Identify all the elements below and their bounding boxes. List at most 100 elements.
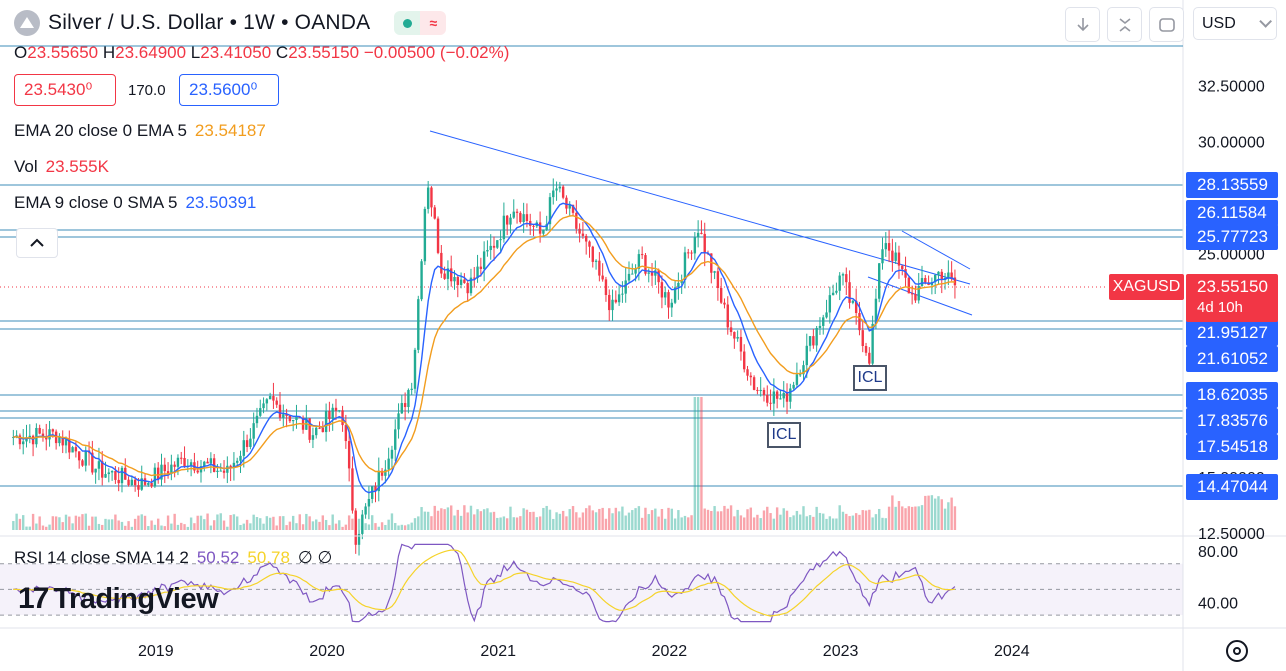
candle-body xyxy=(845,274,848,283)
candle-body xyxy=(716,271,720,289)
volume-bar xyxy=(324,519,328,530)
candle-body xyxy=(127,479,130,486)
volume-bar xyxy=(176,524,180,530)
chart-title[interactable]: Silver / U.S. Dollar • 1W • OANDA xyxy=(48,11,371,34)
candle-body xyxy=(22,441,25,445)
candle-body xyxy=(311,435,315,440)
level-label[interactable]: 14.47044 xyxy=(1186,474,1278,500)
volume-bar xyxy=(420,507,423,530)
candle-body xyxy=(779,398,782,400)
icl-annotation[interactable]: ICL xyxy=(767,422,801,448)
volume-bar xyxy=(367,524,371,530)
volume-bar xyxy=(680,517,683,530)
candle-body xyxy=(578,228,581,234)
buy-button[interactable]: 23.5600⁰ xyxy=(179,74,279,106)
candle-body xyxy=(828,295,832,313)
last-price-value: 23.55150 xyxy=(1197,277,1268,296)
volume-bar xyxy=(400,524,404,530)
candle-body xyxy=(413,349,417,389)
candle-body xyxy=(693,237,697,254)
candle-body xyxy=(739,336,743,352)
volume-bar xyxy=(756,514,759,530)
collapse-legend-button[interactable] xyxy=(16,228,58,258)
level-label[interactable]: 18.62035 xyxy=(1186,382,1278,408)
rsi-tick-label: 80.00 xyxy=(1198,544,1238,561)
candle-body xyxy=(647,272,650,274)
candle-body xyxy=(690,252,693,254)
candle-body xyxy=(798,374,802,376)
chevron-up-icon xyxy=(30,238,44,247)
candle-body xyxy=(364,506,367,515)
level-label[interactable]: 28.13559 xyxy=(1186,172,1278,198)
candle-body xyxy=(456,276,459,285)
market-open-icon xyxy=(394,11,421,35)
candle-body xyxy=(634,268,637,274)
volume-bar xyxy=(822,513,825,530)
candle-body xyxy=(285,414,288,416)
rsi-legend[interactable]: RSI 14 close SMA 14 2 50.52 50.78 ∅ ∅ xyxy=(14,548,332,568)
volume-bar xyxy=(670,508,673,530)
ema-legend[interactable]: EMA 20 close 0 EMA 5 23.54187 xyxy=(14,121,266,141)
volume-bar xyxy=(104,518,107,530)
volume-bar xyxy=(561,510,565,530)
candle-body xyxy=(84,450,87,466)
icl-annotation[interactable]: ICL xyxy=(853,365,887,391)
candle-body xyxy=(785,392,789,402)
level-label[interactable]: 17.54518 xyxy=(1186,434,1278,460)
trendline-lower xyxy=(867,276,973,316)
volume-bar xyxy=(440,508,443,530)
volume-bar xyxy=(291,515,295,530)
volume-bar xyxy=(947,502,950,530)
volume-bar xyxy=(18,518,22,530)
candle-body xyxy=(41,433,45,438)
ohlc-close-key: C xyxy=(275,43,289,62)
level-label[interactable]: 26.11584 xyxy=(1186,200,1278,226)
level-label[interactable]: 21.95127 xyxy=(1186,320,1278,346)
candle-body xyxy=(380,470,384,476)
price-tick-label: 12.50000 xyxy=(1198,526,1265,543)
collapse-button[interactable] xyxy=(1107,7,1142,42)
level-label[interactable]: 17.83576 xyxy=(1186,408,1278,434)
ema9-legend[interactable]: EMA 9 close 0 SMA 5 23.50391 xyxy=(14,193,256,213)
candle-body xyxy=(291,420,295,422)
volume-bar xyxy=(617,511,621,530)
arrow-down-icon xyxy=(1076,17,1089,31)
volume-bar xyxy=(35,523,38,530)
candle-body xyxy=(766,395,769,403)
ohlc-open-key: O xyxy=(14,43,28,62)
volume-bar xyxy=(907,506,911,530)
settings-icon[interactable] xyxy=(1226,640,1248,662)
candle-body xyxy=(255,415,259,424)
volume-bar xyxy=(894,506,897,530)
candle-body xyxy=(61,437,64,446)
volume-bar xyxy=(140,514,143,530)
silver-symbol-icon xyxy=(14,10,40,36)
market-status-pill[interactable]: ≈ xyxy=(394,11,447,35)
volume-bar xyxy=(77,516,81,530)
candle-body xyxy=(97,461,101,469)
sell-button[interactable]: 23.5430⁰ xyxy=(14,74,116,106)
candle-body xyxy=(775,391,779,399)
candle-body xyxy=(321,427,325,433)
candle-body xyxy=(288,415,292,422)
candle-body xyxy=(466,282,469,294)
candle-body xyxy=(453,276,456,282)
candle-body xyxy=(584,235,588,242)
arrow-down-button[interactable] xyxy=(1065,7,1100,42)
candle-body xyxy=(110,471,114,473)
volume-bar xyxy=(696,397,700,530)
volume-bar xyxy=(910,506,914,530)
candle-body xyxy=(436,218,440,253)
level-label[interactable]: 21.61052 xyxy=(1186,346,1278,372)
tradingview-logo[interactable]: 17 TradingView xyxy=(18,582,219,616)
screenshot-button[interactable] xyxy=(1149,7,1184,42)
candle-body xyxy=(719,288,723,303)
volume-bar xyxy=(479,511,483,530)
candle-body xyxy=(370,486,374,499)
volume-legend[interactable]: Vol 23.555K xyxy=(14,157,109,177)
currency-select[interactable]: USD xyxy=(1193,7,1277,40)
symbol-label: XAGUSD xyxy=(1109,274,1184,300)
candle-body xyxy=(252,423,255,439)
level-label[interactable]: 25.77723 xyxy=(1186,224,1278,250)
